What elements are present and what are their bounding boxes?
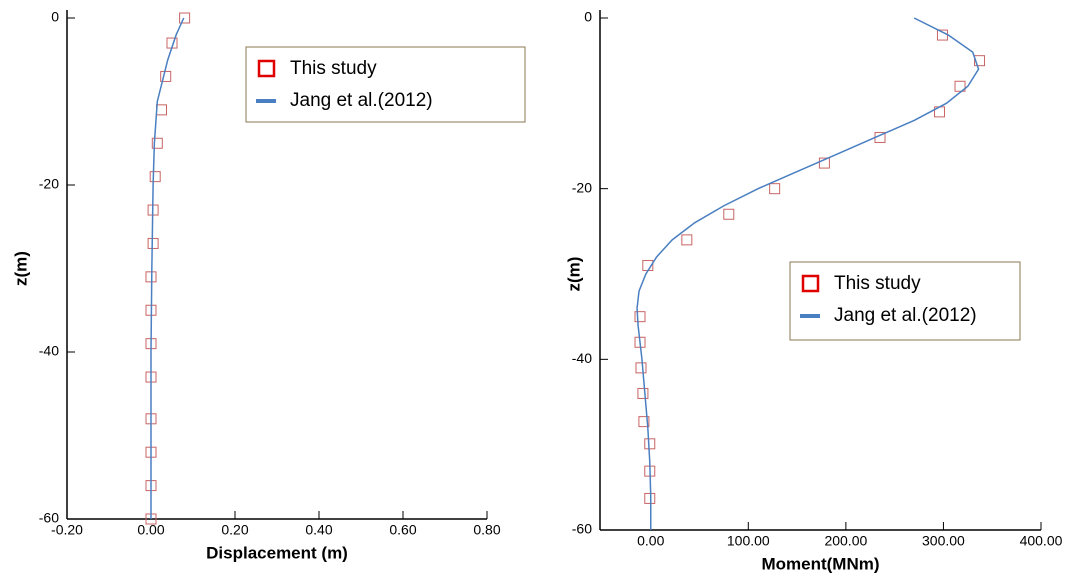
y-tick-label: 0: [584, 9, 592, 25]
y-tick-label: -60: [572, 521, 592, 537]
y-axis-title: z(m): [564, 257, 583, 292]
marker: [644, 438, 656, 450]
marker: [149, 171, 161, 183]
x-tick-label: 0.00: [137, 522, 164, 538]
x-tick-label: 300.00: [922, 533, 965, 549]
marker: [637, 387, 649, 399]
y-axis-title: z(m): [11, 251, 30, 286]
x-tick-label: 0.20: [221, 522, 248, 538]
y-tick-label: -60: [39, 510, 59, 526]
line: [636, 17, 980, 530]
y-tick-label: -40: [39, 343, 59, 359]
y-tick-label: 0: [51, 9, 59, 25]
x-tick-label: 0.60: [389, 522, 416, 538]
marker: [635, 362, 647, 374]
x-tick-label: -0.20: [51, 522, 83, 538]
marker: [818, 157, 830, 169]
legend-label: This study: [834, 273, 921, 294]
marker: [954, 80, 966, 92]
legend-label: This study: [290, 58, 377, 79]
marker: [634, 311, 646, 323]
marker: [638, 416, 650, 428]
legend-box: [789, 261, 1021, 341]
x-tick-label: 100.00: [727, 533, 770, 549]
x-axis-title: Moment(MNm): [761, 554, 879, 573]
x-tick-label: 400.00: [1020, 533, 1063, 549]
marker: [179, 12, 191, 24]
marker: [160, 70, 172, 82]
x-tick-label: 0.80: [473, 522, 500, 538]
y-tick-label: -20: [572, 179, 592, 195]
marker: [147, 237, 159, 249]
x-tick-label: 200.00: [824, 533, 867, 549]
x-axis-title: Displacement (m): [206, 543, 348, 562]
marker: [151, 137, 163, 149]
marker: [681, 234, 693, 246]
legend-box: [245, 46, 526, 123]
legend-marker: [257, 59, 276, 78]
legend-marker: [801, 274, 820, 293]
marker: [723, 208, 735, 220]
legend-label: Jang et al.(2012): [834, 305, 977, 326]
marker: [644, 492, 656, 504]
marker: [769, 183, 781, 195]
x-tick-label: 0.00: [637, 533, 664, 549]
line: [150, 17, 185, 519]
y-tick-label: -40: [572, 350, 592, 366]
x-tick-label: 0.40: [305, 522, 332, 538]
y-tick-label: -20: [39, 176, 59, 192]
marker: [156, 104, 167, 116]
legend-label: Jang et al.(2012): [290, 90, 433, 111]
marker: [974, 55, 986, 67]
